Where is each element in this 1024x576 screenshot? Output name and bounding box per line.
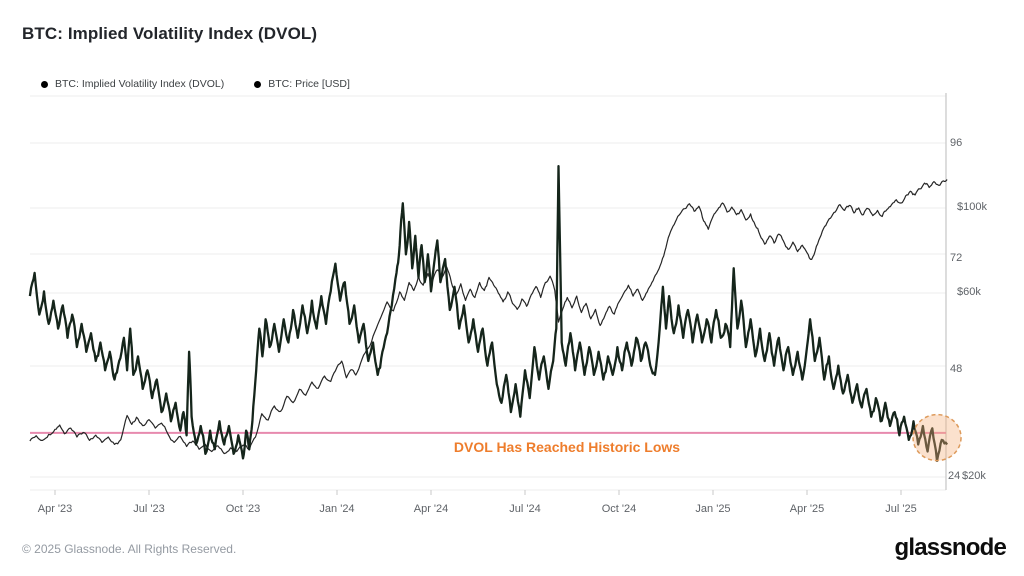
legend-item-dvol[interactable]: BTC: Implied Volatility Index (DVOL) <box>41 78 224 90</box>
y-axis-tick-dvol: 72 <box>950 252 963 264</box>
annotation-historic-lows: DVOL Has Reached Historic Lows <box>453 439 681 455</box>
legend-marker-icon <box>41 80 48 88</box>
y-axis-tick-dvol: 96 <box>950 137 963 149</box>
page-title: BTC: Implied Volatility Index (DVOL) <box>22 24 318 43</box>
x-axis-tick: Apr '23 <box>37 503 73 515</box>
y-axis-tick-price: $60k <box>957 286 981 298</box>
x-axis-tick: Jul '23 <box>133 503 165 515</box>
y-axis-tick-price: $20k <box>962 470 986 482</box>
legend-item-price[interactable]: BTC: Price [USD] <box>254 78 350 90</box>
x-axis-tick: Jan '24 <box>319 503 355 515</box>
x-axis-tick: Oct '23 <box>225 503 261 515</box>
y-axis-tick-dvol: 24 <box>948 470 961 482</box>
x-axis-tick: Jul '25 <box>885 503 917 515</box>
glassnode-logo: glassnode <box>894 534 1007 561</box>
x-axis-tick: Apr '24 <box>413 503 449 515</box>
y-axis-tick-price: $100k <box>957 201 987 213</box>
x-axis-tick: Oct '24 <box>601 503 637 515</box>
chart-legend: BTC: Implied Volatility Index (DVOL) BTC… <box>41 78 350 90</box>
x-axis-tick: Jan '25 <box>695 503 731 515</box>
y-axis-tick-dvol: 48 <box>950 363 963 375</box>
x-axis-tick: Apr '25 <box>789 503 825 515</box>
legend-label-price: BTC: Price [USD] <box>268 78 350 90</box>
highlight-circle <box>912 413 962 462</box>
footer-copyright: © 2025 Glassnode. All Rights Reserved. <box>22 542 237 556</box>
x-axis-tick: Jul '24 <box>509 503 541 515</box>
series-dvol-line <box>28 165 949 462</box>
series-price-line <box>29 179 948 455</box>
legend-marker-icon <box>254 80 262 88</box>
legend-label-dvol: BTC: Implied Volatility Index (DVOL) <box>55 78 225 90</box>
